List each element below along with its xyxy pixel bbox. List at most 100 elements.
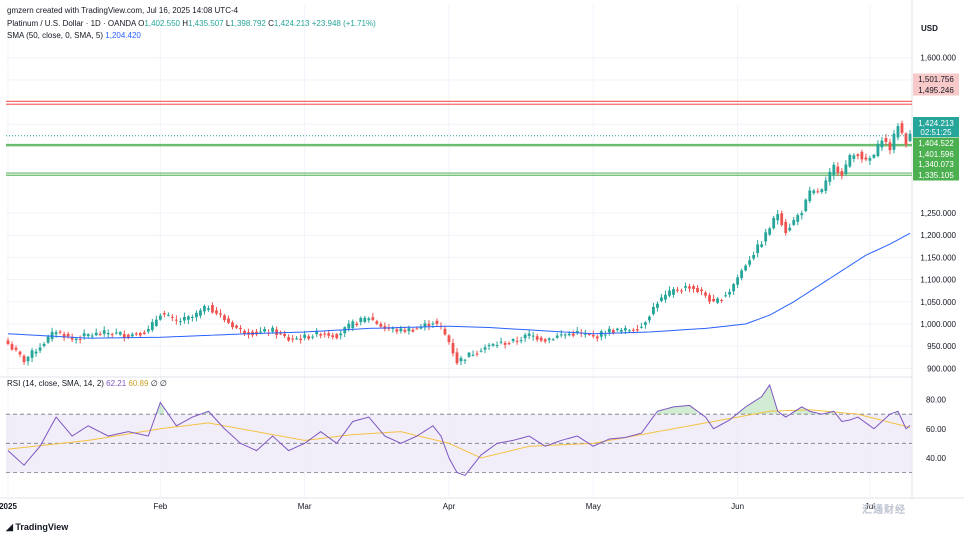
- candle-body-33: [138, 332, 142, 336]
- last-price-label: 1,424.213: [918, 119, 954, 128]
- price-tick-label: 1,600.000: [920, 54, 956, 63]
- level-label-1: 1,495.246: [918, 86, 954, 95]
- candle-body-18: [78, 339, 82, 341]
- candle-body-139: [563, 334, 567, 336]
- candle-body-107: [435, 320, 439, 324]
- attribution-text: gmzern created with TradingView.com, Jul…: [7, 6, 239, 15]
- level-label-bg-2: [913, 137, 959, 149]
- candle-body-120: [487, 344, 491, 347]
- candle-body-191: [772, 217, 776, 229]
- candle-body-49: [203, 305, 206, 312]
- candle-body-23: [98, 333, 102, 335]
- price-tick-label: 1,000.000: [920, 320, 956, 329]
- candle-body-192: [776, 214, 780, 221]
- candle-body-30: [126, 334, 130, 338]
- candle-body-131: [531, 335, 535, 337]
- candle-body-219: [884, 138, 888, 142]
- candle-body-153: [619, 329, 623, 332]
- symbol-title: Platinum / U.S. Dollar · 1D · OANDA: [7, 19, 136, 28]
- candles-group: [6, 120, 912, 366]
- candle-body-155: [627, 330, 631, 332]
- candle-body-54: [223, 315, 226, 321]
- level-label-bg-0: [913, 73, 959, 85]
- candle-body-52: [215, 310, 218, 314]
- candle-body-198: [800, 213, 804, 216]
- candle-body-57: [235, 325, 238, 328]
- tradingview-logo-icon: ◢: [6, 522, 16, 532]
- candle-body-104: [423, 323, 427, 327]
- price-tick-label: 1,050.000: [920, 298, 956, 307]
- candle-body-70: [287, 337, 291, 341]
- candle-body-225: [908, 133, 912, 141]
- ohlc-low-label: L: [225, 19, 231, 28]
- candle-body-100: [407, 328, 411, 332]
- candle-body-145: [587, 333, 591, 335]
- candle-body-34: [142, 332, 146, 334]
- candle-body-159: [644, 322, 647, 325]
- ohlc-high: 1,435.507: [188, 19, 224, 28]
- candle-body-200: [808, 190, 812, 201]
- candle-body-32: [134, 333, 138, 335]
- candle-body-220: [888, 142, 892, 151]
- candle-body-14: [62, 334, 66, 338]
- candle-body-171: [692, 286, 695, 289]
- candle-body-31: [130, 334, 134, 337]
- candle-body-116: [471, 354, 475, 356]
- candle-body-136: [551, 339, 555, 341]
- candle-body-45: [186, 316, 190, 320]
- candle-body-124: [503, 342, 507, 345]
- candle-body-16: [70, 337, 74, 340]
- price-tick-label: 1,150.000: [920, 253, 956, 262]
- candle-body-185: [748, 260, 752, 265]
- tradingview-logo[interactable]: ◢ TradingView: [6, 522, 68, 533]
- candle-body-169: [684, 286, 687, 288]
- candle-body-188: [760, 244, 764, 247]
- candle-body-216: [872, 154, 876, 158]
- candle-body-97: [395, 329, 399, 332]
- candle-body-196: [792, 220, 796, 225]
- time-tick-label: Jul: [865, 502, 875, 511]
- candle-body-101: [411, 329, 415, 332]
- candle-body-161: [652, 307, 655, 315]
- candle-body-38: [158, 315, 162, 320]
- candle-body-39: [162, 313, 166, 315]
- candle-body-90: [367, 318, 371, 321]
- sma-line: [7, 232, 911, 339]
- candle-body-190: [768, 228, 772, 235]
- rsi-legend[interactable]: RSI (14, close, SMA, 14, 2) 62.21 60.89 …: [7, 379, 167, 388]
- rsi-legend-extra1: ∅: [150, 379, 158, 388]
- candle-body-80: [327, 333, 331, 336]
- candle-body-154: [623, 328, 627, 331]
- rsi-line: [7, 383, 911, 477]
- level-label-2: 1,404.522: [918, 139, 954, 148]
- candle-body-137: [555, 335, 559, 338]
- candle-body-47: [195, 312, 198, 318]
- currency-label[interactable]: USD: [921, 24, 938, 33]
- candle-body-96: [391, 328, 395, 330]
- candle-body-58: [239, 327, 242, 330]
- rsi-sma-line: [7, 409, 911, 459]
- candle-body-64: [263, 328, 266, 332]
- candle-body-122: [495, 345, 499, 347]
- candle-body-40: [166, 314, 170, 316]
- candle-body-206: [832, 164, 836, 176]
- symbol-line: Platinum / U.S. Dollar · 1D · OANDA O1,4…: [7, 19, 376, 28]
- rsi-tick-label: 40.00: [926, 454, 947, 463]
- candle-body-56: [231, 322, 234, 328]
- candle-body-121: [491, 344, 495, 346]
- candle-body-210: [848, 155, 852, 167]
- candle-body-133: [539, 337, 543, 341]
- candle-body-130: [527, 333, 531, 336]
- candle-body-184: [744, 265, 748, 271]
- candle-body-111: [451, 343, 455, 354]
- candle-body-156: [631, 329, 635, 331]
- sma-legend[interactable]: SMA (50, close, 0, SMA, 5) 1,204.420: [7, 31, 141, 40]
- candle-body-222: [896, 126, 900, 138]
- candle-body-128: [519, 340, 523, 342]
- price-tick-label: 900.000: [927, 364, 956, 373]
- candle-body-135: [547, 338, 551, 340]
- candle-body-20: [86, 334, 90, 337]
- candle-body-204: [824, 180, 828, 191]
- candle-body-15: [66, 333, 70, 337]
